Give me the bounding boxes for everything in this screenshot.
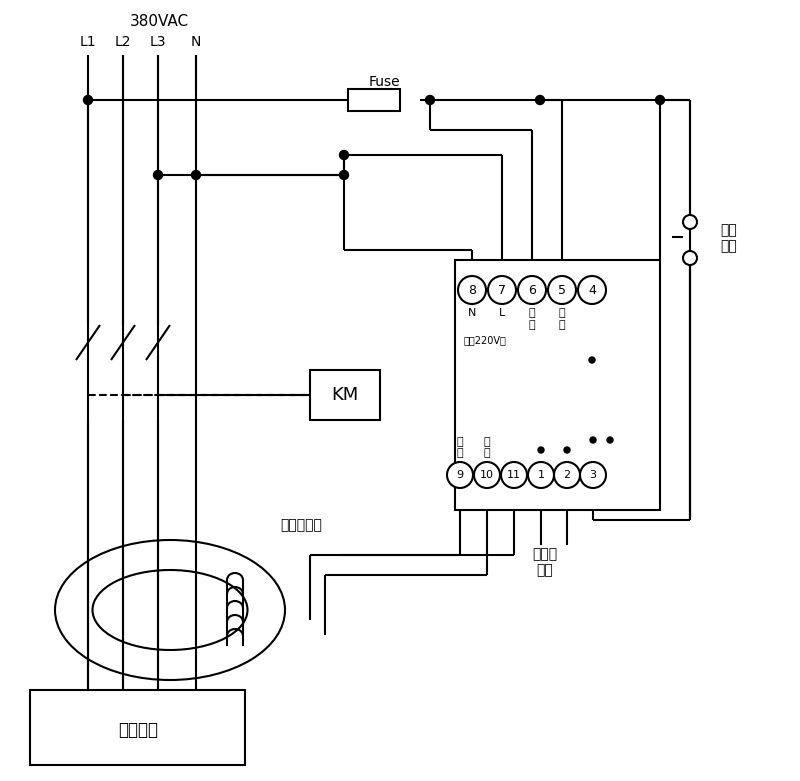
Text: L1: L1 [80,35,96,49]
Circle shape [554,462,580,488]
Circle shape [548,276,576,304]
Text: 11: 11 [507,470,521,480]
Circle shape [564,447,570,453]
Circle shape [683,251,697,265]
Text: 10: 10 [480,470,494,480]
Bar [348,89,400,111]
Text: 用户设备: 用户设备 [118,721,158,739]
Text: 信: 信 [457,437,463,447]
Circle shape [83,95,93,105]
Circle shape [474,462,500,488]
Text: N: N [191,35,201,49]
Text: 2: 2 [563,470,570,480]
Text: 8: 8 [468,284,476,297]
Circle shape [447,462,473,488]
Circle shape [607,437,613,443]
Circle shape [154,170,162,180]
Text: 5: 5 [558,284,566,297]
Circle shape [501,462,527,488]
Text: L2: L2 [114,35,131,49]
Text: 试: 试 [558,308,566,318]
Text: 9: 9 [457,470,463,480]
Text: 电源220V～: 电源220V～ [464,335,507,345]
Circle shape [683,215,697,229]
Text: Fuse: Fuse [368,75,400,89]
Text: 验: 验 [529,320,535,330]
Text: L3: L3 [150,35,166,49]
Text: N: N [468,308,476,318]
Circle shape [538,447,544,453]
Text: 1: 1 [538,470,545,480]
Circle shape [578,276,606,304]
Circle shape [589,357,595,363]
Text: 7: 7 [498,284,506,297]
Text: 试: 试 [529,308,535,318]
Text: 4: 4 [588,284,596,297]
Text: 信: 信 [484,437,490,447]
Circle shape [488,276,516,304]
Text: 接声光
报警: 接声光 报警 [533,547,558,577]
Text: 号: 号 [457,448,463,458]
Circle shape [191,170,201,180]
Text: 3: 3 [590,470,597,480]
Circle shape [580,462,606,488]
Text: 零序互感器: 零序互感器 [280,518,322,532]
Circle shape [458,276,486,304]
Circle shape [518,276,546,304]
Text: 自锁
开关: 自锁 开关 [720,223,737,253]
Circle shape [528,462,554,488]
Bar [310,370,380,420]
Circle shape [535,95,545,105]
Circle shape [426,95,434,105]
Text: 验: 验 [558,320,566,330]
Text: 6: 6 [528,284,536,297]
Circle shape [590,437,596,443]
Text: 号: 号 [484,448,490,458]
Text: KM: KM [331,386,358,404]
Circle shape [339,151,349,159]
Circle shape [339,170,349,180]
Bar [30,690,245,765]
Text: 380VAC: 380VAC [130,15,189,30]
Circle shape [655,95,665,105]
Text: L: L [499,308,505,318]
Bar [455,260,660,510]
